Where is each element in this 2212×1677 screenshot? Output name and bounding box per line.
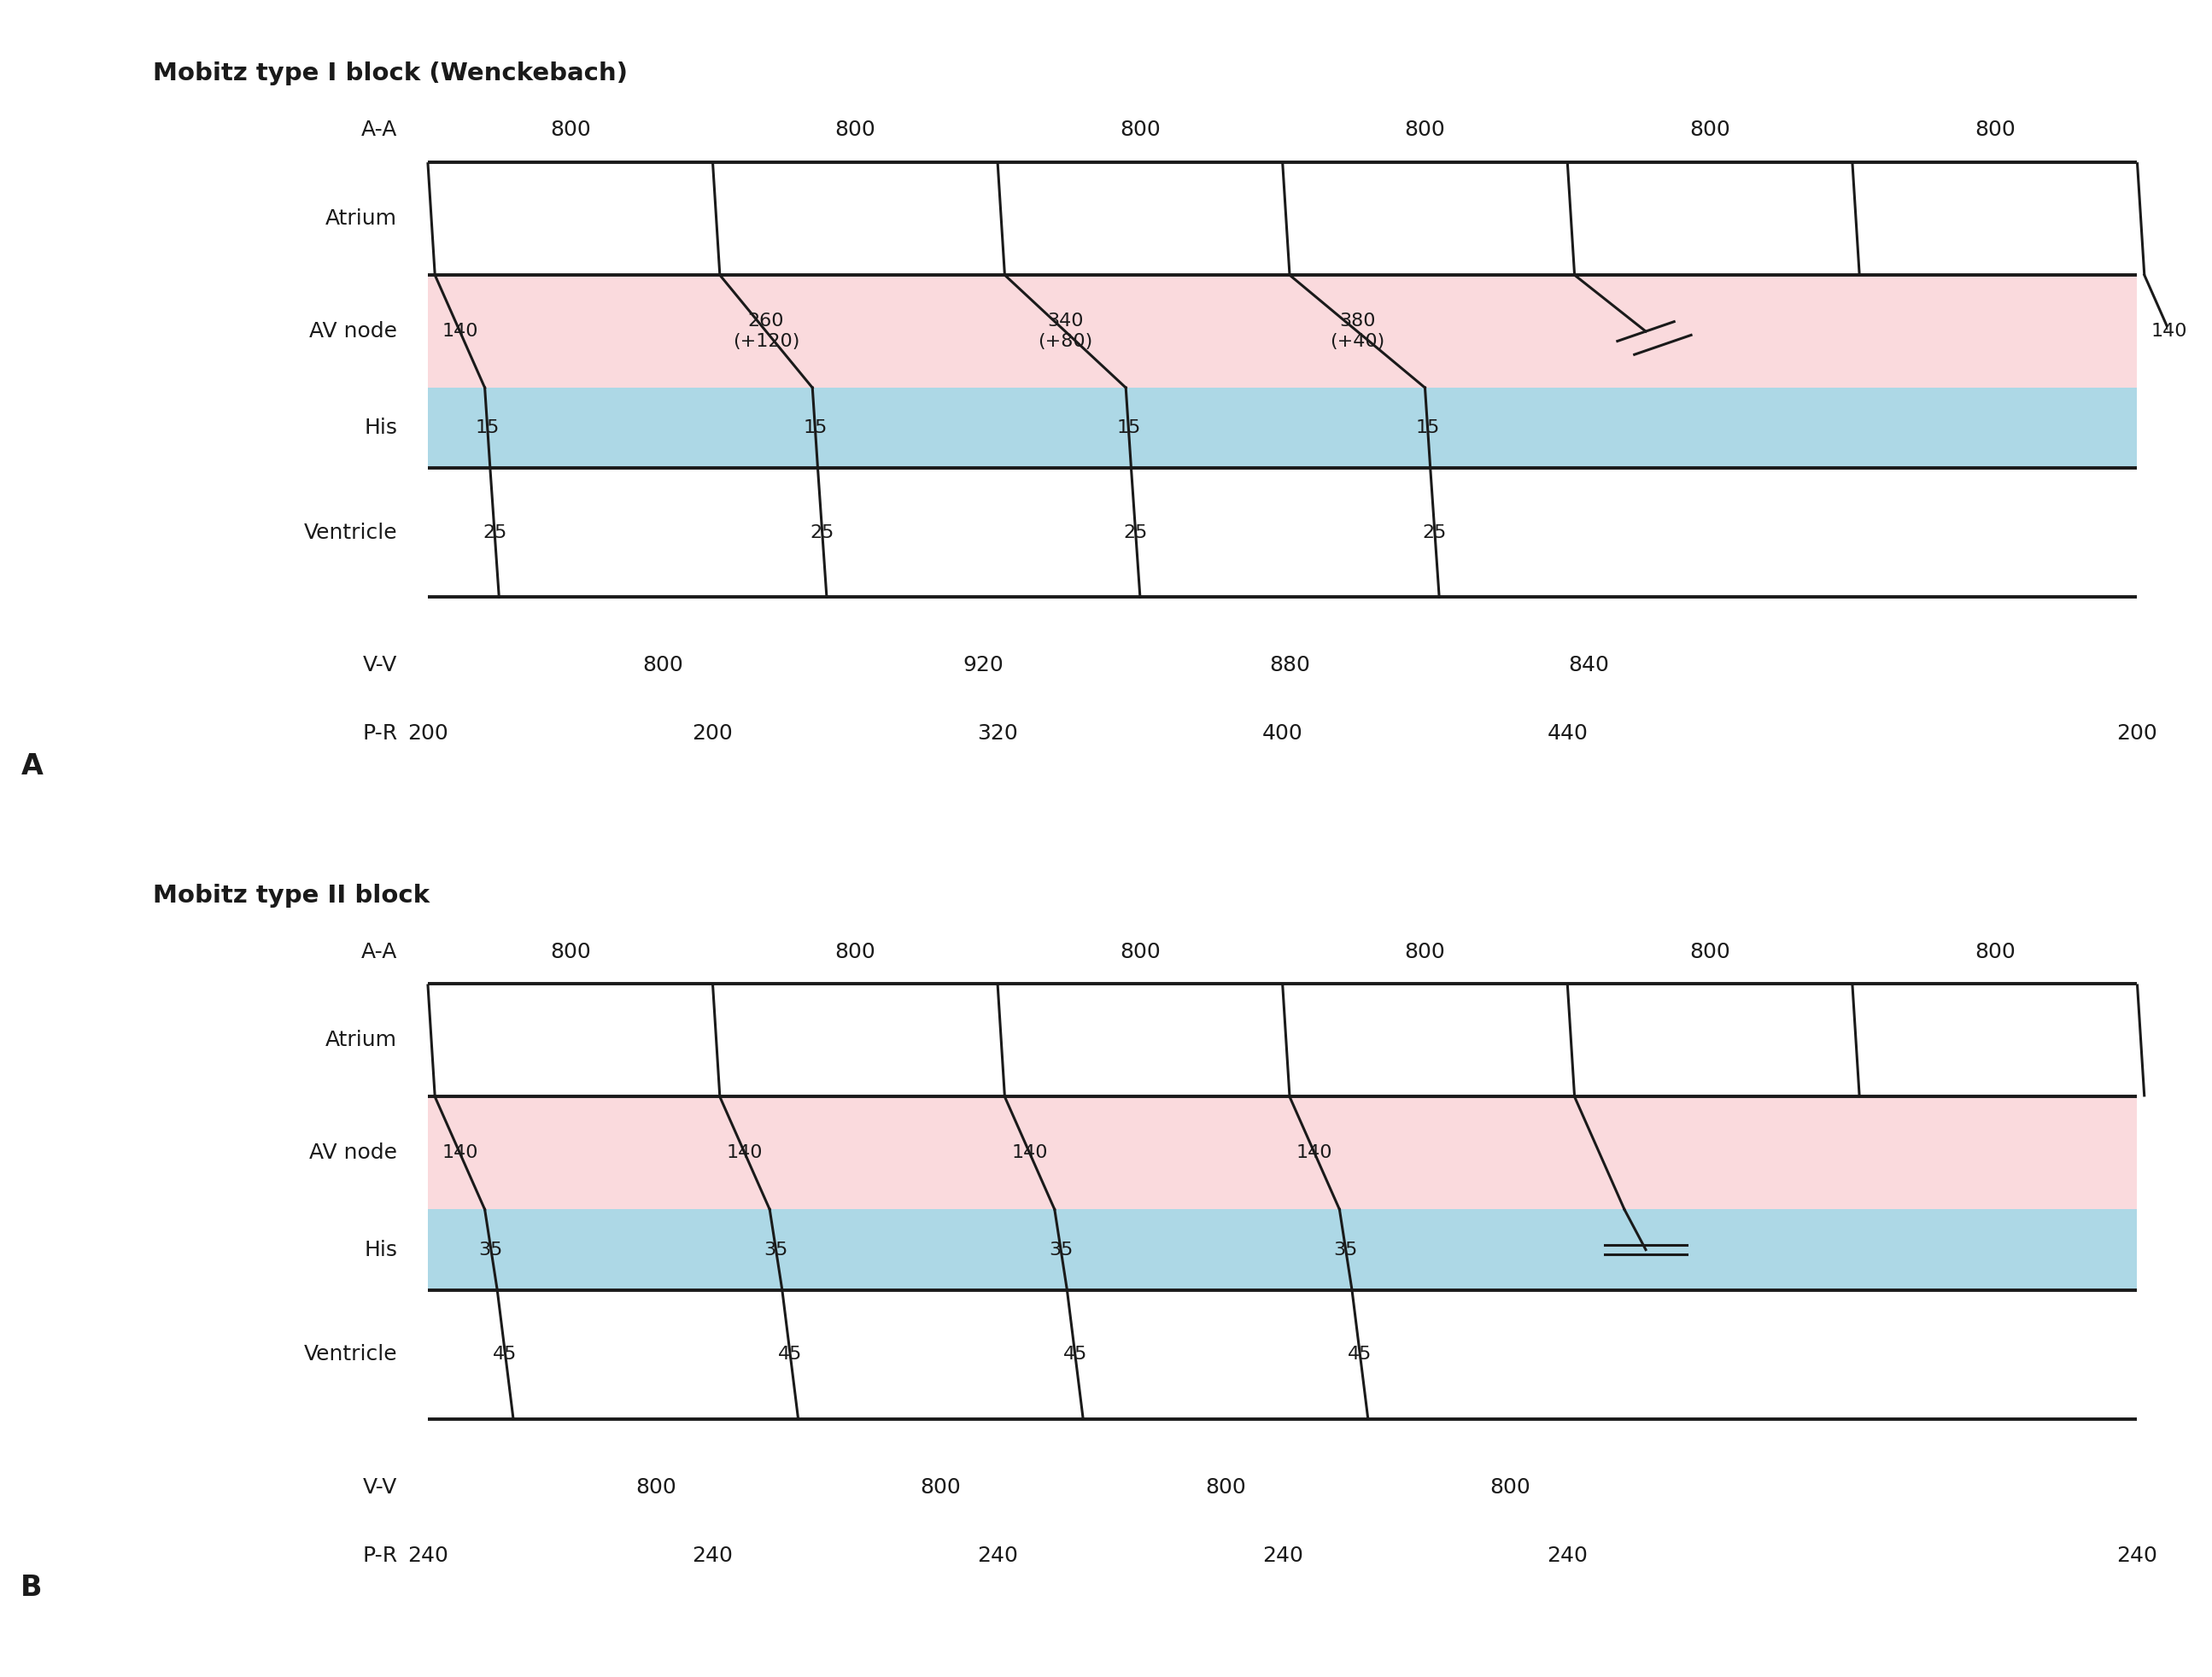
Text: 240: 240 xyxy=(407,1545,449,1566)
Text: 880: 880 xyxy=(1270,656,1310,676)
Text: 140: 140 xyxy=(1296,1145,1332,1162)
Text: 800: 800 xyxy=(1206,1477,1245,1498)
Text: 35: 35 xyxy=(763,1241,787,1258)
Text: Ventricle: Ventricle xyxy=(303,1343,398,1365)
Text: 25: 25 xyxy=(1124,525,1148,542)
Text: B: B xyxy=(20,1573,42,1602)
Text: 800: 800 xyxy=(1119,941,1161,963)
Text: 15: 15 xyxy=(1117,419,1141,436)
Bar xyxy=(427,1209,2137,1290)
Bar xyxy=(427,275,2137,387)
Text: 800: 800 xyxy=(1975,941,2015,963)
Text: 140: 140 xyxy=(1011,1145,1048,1162)
Text: 15: 15 xyxy=(803,419,827,436)
Text: 35: 35 xyxy=(478,1241,502,1258)
Text: AV node: AV node xyxy=(310,1142,398,1164)
Text: 15: 15 xyxy=(1416,419,1440,436)
Text: 800: 800 xyxy=(834,941,876,963)
Text: 25: 25 xyxy=(810,525,834,542)
Text: P-R: P-R xyxy=(363,1545,398,1566)
Text: Mobitz type I block (Wenckebach): Mobitz type I block (Wenckebach) xyxy=(153,62,628,86)
Text: 800: 800 xyxy=(1119,119,1161,141)
Text: His: His xyxy=(365,1239,398,1259)
Text: 15: 15 xyxy=(476,419,500,436)
Text: V-V: V-V xyxy=(363,1477,398,1498)
Text: 320: 320 xyxy=(978,723,1018,745)
Text: 800: 800 xyxy=(1690,119,1730,141)
Text: 45: 45 xyxy=(1347,1347,1371,1363)
Text: Mobitz type II block: Mobitz type II block xyxy=(153,884,429,907)
Text: 25: 25 xyxy=(482,525,507,542)
Text: His: His xyxy=(365,418,398,438)
Text: 840: 840 xyxy=(1568,656,1610,676)
Text: 140: 140 xyxy=(2150,324,2188,340)
Text: A: A xyxy=(20,751,42,780)
Text: 800: 800 xyxy=(551,119,591,141)
Bar xyxy=(427,387,2137,468)
Text: 920: 920 xyxy=(962,656,1004,676)
Text: V-V: V-V xyxy=(363,656,398,676)
Text: 200: 200 xyxy=(692,723,732,745)
Text: 35: 35 xyxy=(1048,1241,1073,1258)
Text: 140: 140 xyxy=(442,324,478,340)
Text: Atrium: Atrium xyxy=(325,208,398,230)
Text: 800: 800 xyxy=(635,1477,677,1498)
Text: 800: 800 xyxy=(1690,941,1730,963)
Text: 400: 400 xyxy=(1263,723,1303,745)
Text: 35: 35 xyxy=(1334,1241,1358,1258)
Text: 240: 240 xyxy=(1263,1545,1303,1566)
Text: A-A: A-A xyxy=(361,941,398,963)
Text: 140: 140 xyxy=(442,1145,478,1162)
Text: 45: 45 xyxy=(493,1347,518,1363)
Text: 45: 45 xyxy=(1064,1347,1086,1363)
Text: Ventricle: Ventricle xyxy=(303,522,398,543)
Text: 25: 25 xyxy=(1422,525,1447,542)
Bar xyxy=(427,1097,2137,1209)
Text: 800: 800 xyxy=(1405,119,1444,141)
Text: 800: 800 xyxy=(920,1477,960,1498)
Text: 800: 800 xyxy=(1491,1477,1531,1498)
Text: 800: 800 xyxy=(641,656,684,676)
Text: 260
(+120): 260 (+120) xyxy=(732,314,799,350)
Text: 200: 200 xyxy=(2117,723,2157,745)
Text: 440: 440 xyxy=(1546,723,1588,745)
Text: 340
(+80): 340 (+80) xyxy=(1037,314,1093,350)
Text: 800: 800 xyxy=(834,119,876,141)
Text: AV node: AV node xyxy=(310,320,398,342)
Text: 800: 800 xyxy=(1975,119,2015,141)
Text: 240: 240 xyxy=(1546,1545,1588,1566)
Text: A-A: A-A xyxy=(361,119,398,141)
Text: 240: 240 xyxy=(2117,1545,2157,1566)
Text: 140: 140 xyxy=(726,1145,763,1162)
Text: 240: 240 xyxy=(692,1545,732,1566)
Text: 800: 800 xyxy=(551,941,591,963)
Text: 45: 45 xyxy=(779,1347,803,1363)
Text: P-R: P-R xyxy=(363,723,398,745)
Text: 800: 800 xyxy=(1405,941,1444,963)
Text: 200: 200 xyxy=(407,723,449,745)
Text: Atrium: Atrium xyxy=(325,1030,398,1051)
Text: 380
(+40): 380 (+40) xyxy=(1329,314,1385,350)
Text: 240: 240 xyxy=(978,1545,1018,1566)
